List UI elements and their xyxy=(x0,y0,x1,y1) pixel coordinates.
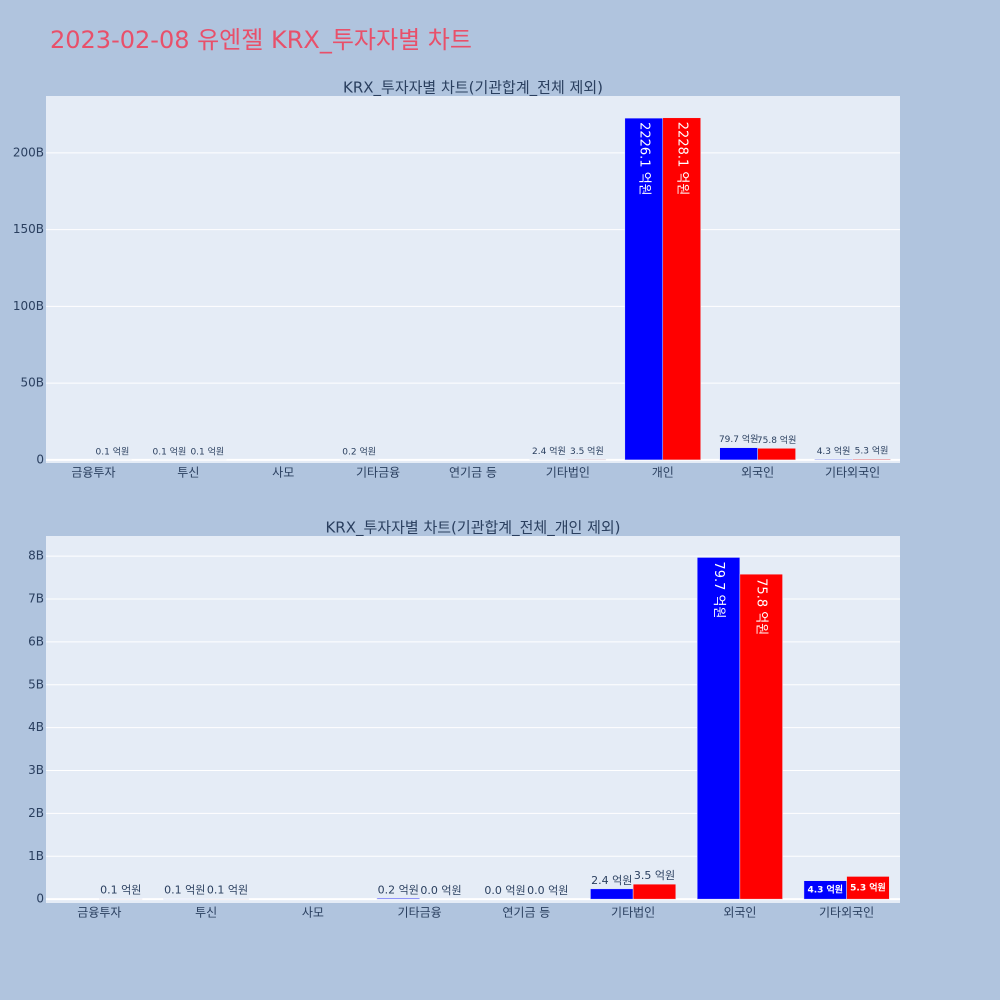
data-label: 0.1 억원 xyxy=(96,445,130,457)
chart-title: KRX_투자자별 차트(기관합계_전체_개인 제외) xyxy=(325,519,620,538)
y-tick-label: 2B xyxy=(28,806,44,820)
data-label: 5.3 억원 xyxy=(855,445,889,457)
x-tick-label: 외국인 xyxy=(741,466,774,480)
y-tick-label: 3B xyxy=(28,763,44,777)
y-tick-label: 200B xyxy=(13,145,44,159)
bar xyxy=(632,883,677,900)
data-label: 3.5 억원 xyxy=(634,869,675,882)
data-label: 4.3 억원 xyxy=(817,445,851,457)
y-tick-label: 100B xyxy=(13,299,44,313)
y-tick-label: 8B xyxy=(28,549,44,563)
data-label: 0.2 억원 xyxy=(378,883,419,896)
chart-title: KRX_투자자별 차트(기관합계_전체 제외) xyxy=(343,79,603,98)
x-tick-label: 기타금융 xyxy=(356,466,400,480)
data-label: 4.3 억원 xyxy=(807,883,843,895)
x-tick-label: 연기금 등 xyxy=(449,466,497,480)
data-label: 0.1 억원 xyxy=(190,445,224,457)
data-label: 2226.1 억원 xyxy=(636,122,651,196)
x-tick-label: 외국인 xyxy=(723,906,756,920)
bar xyxy=(567,459,607,461)
data-label: 2.4 억원 xyxy=(532,445,566,457)
x-tick-label: 연기금 등 xyxy=(502,906,550,920)
y-tick-label: 7B xyxy=(28,592,44,606)
data-label: 0.1 억원 xyxy=(100,884,141,897)
bar xyxy=(376,898,420,900)
data-label: 2.4 억원 xyxy=(591,874,632,887)
x-tick-label: 투신 xyxy=(177,466,199,480)
data-label: 5.3 억원 xyxy=(850,881,886,893)
data-label: 0.1 억원 xyxy=(207,884,248,897)
x-tick-label: 기타법인 xyxy=(546,466,590,480)
y-tick-label: 50B xyxy=(20,376,44,390)
data-label: 75.8 억원 xyxy=(757,434,796,446)
bar xyxy=(662,117,701,461)
bar xyxy=(624,117,664,461)
bar xyxy=(757,448,796,461)
data-label: 75.8 억원 xyxy=(754,578,769,635)
x-tick-label: 금융투자 xyxy=(71,466,115,480)
x-tick-label: 개인 xyxy=(652,466,674,480)
y-tick-label: 1B xyxy=(28,849,44,863)
bar xyxy=(590,888,634,900)
y-tick-label: 6B xyxy=(28,634,44,648)
data-label: 0.0 억원 xyxy=(484,884,525,897)
x-tick-label: 투신 xyxy=(195,906,217,920)
y-tick-label: 0 xyxy=(36,892,44,906)
data-label: 0.1 억원 xyxy=(152,445,186,457)
data-label: 79.7 억원 xyxy=(711,561,726,618)
y-tick-label: 4B xyxy=(28,720,44,734)
x-tick-label: 사모 xyxy=(302,906,324,920)
x-tick-label: 기타외국인 xyxy=(825,466,880,480)
x-tick-label: 기타외국인 xyxy=(819,906,874,920)
data-label: 0.0 억원 xyxy=(527,884,568,897)
bar xyxy=(719,447,758,461)
data-label: 0.1 억원 xyxy=(164,884,205,897)
x-tick-label: 기타법인 xyxy=(611,906,655,920)
x-tick-label: 사모 xyxy=(272,466,294,480)
bar xyxy=(852,458,891,461)
plot-area xyxy=(46,96,900,463)
bar xyxy=(814,459,853,461)
data-label: 3.5 억원 xyxy=(570,445,604,457)
data-label: 0.2 억원 xyxy=(342,445,376,457)
x-tick-label: 기타금융 xyxy=(398,906,442,920)
data-label: 79.7 억원 xyxy=(719,433,758,445)
bar xyxy=(846,876,890,900)
x-tick-label: 금융투자 xyxy=(77,906,121,920)
data-label: 0.0 억원 xyxy=(420,884,461,897)
page-title: 2023-02-08 유엔젤 KRX_투자자별 차트 xyxy=(50,26,472,54)
y-tick-label: 0 xyxy=(36,452,44,466)
y-tick-label: 5B xyxy=(28,677,44,691)
bar xyxy=(696,557,741,900)
data-label: 2228.1 억원 xyxy=(674,122,689,196)
y-tick-label: 150B xyxy=(13,222,44,236)
bar xyxy=(739,573,783,900)
